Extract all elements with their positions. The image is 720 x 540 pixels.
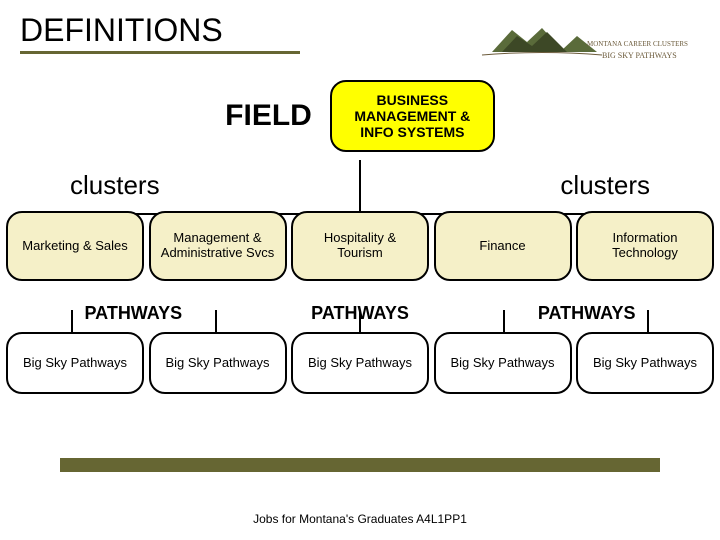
pathway-text: Big Sky Pathways — [23, 356, 127, 371]
logo: MONTANA CAREER CLUSTERS BIG SKY PATHWAYS — [472, 22, 702, 70]
cluster-text: Finance — [479, 239, 525, 254]
field-row: FIELD BUSINESS MANAGEMENT & INFO SYSTEMS — [0, 80, 720, 152]
cluster-text: Hospitality & Tourism — [301, 231, 419, 261]
cluster-text: Marketing & Sales — [22, 239, 128, 254]
pathways-label-1: PATHWAYS — [247, 303, 474, 324]
pathways-label-0: PATHWAYS — [20, 303, 247, 324]
pathway-nodes-row: Big Sky Pathways Big Sky Pathways Big Sk… — [0, 332, 720, 394]
footer-text: Jobs for Montana's Graduates A4L1PP1 — [0, 512, 720, 526]
pathway-node-4: Big Sky Pathways — [576, 332, 714, 394]
pathway-node-0: Big Sky Pathways — [6, 332, 144, 394]
field-node: BUSINESS MANAGEMENT & INFO SYSTEMS — [330, 80, 495, 152]
pathway-text: Big Sky Pathways — [165, 356, 269, 371]
field-label: FIELD — [225, 99, 312, 133]
logo-text-top: MONTANA CAREER CLUSTERS — [587, 40, 688, 48]
cluster-text: Information Technology — [586, 231, 704, 261]
pathway-text: Big Sky Pathways — [308, 356, 412, 371]
pathway-node-1: Big Sky Pathways — [149, 332, 287, 394]
cluster-text: Management & Administrative Svcs — [159, 231, 277, 261]
field-node-text: BUSINESS MANAGEMENT & INFO SYSTEMS — [340, 92, 485, 140]
pathways-labels-row: PATHWAYS PATHWAYS PATHWAYS — [0, 303, 720, 324]
pathway-text: Big Sky Pathways — [450, 356, 554, 371]
cluster-node-3: Finance — [434, 211, 572, 281]
pathways-label-2: PATHWAYS — [473, 303, 700, 324]
pathway-node-3: Big Sky Pathways — [434, 332, 572, 394]
pathway-node-2: Big Sky Pathways — [291, 332, 429, 394]
cluster-node-0: Marketing & Sales — [6, 211, 144, 281]
cluster-node-4: Information Technology — [576, 211, 714, 281]
cluster-node-1: Management & Administrative Svcs — [149, 211, 287, 281]
pathway-text: Big Sky Pathways — [593, 356, 697, 371]
clusters-label-right: clusters — [560, 170, 650, 201]
cluster-node-2: Hospitality & Tourism — [291, 211, 429, 281]
clusters-label-left: clusters — [70, 170, 160, 201]
bottom-accent-bar — [60, 458, 660, 472]
logo-text-bottom: BIG SKY PATHWAYS — [602, 51, 677, 60]
cluster-nodes-row: Marketing & Sales Management & Administr… — [0, 211, 720, 281]
title-underline — [20, 51, 300, 54]
clusters-labels-row: clusters clusters — [0, 170, 720, 201]
